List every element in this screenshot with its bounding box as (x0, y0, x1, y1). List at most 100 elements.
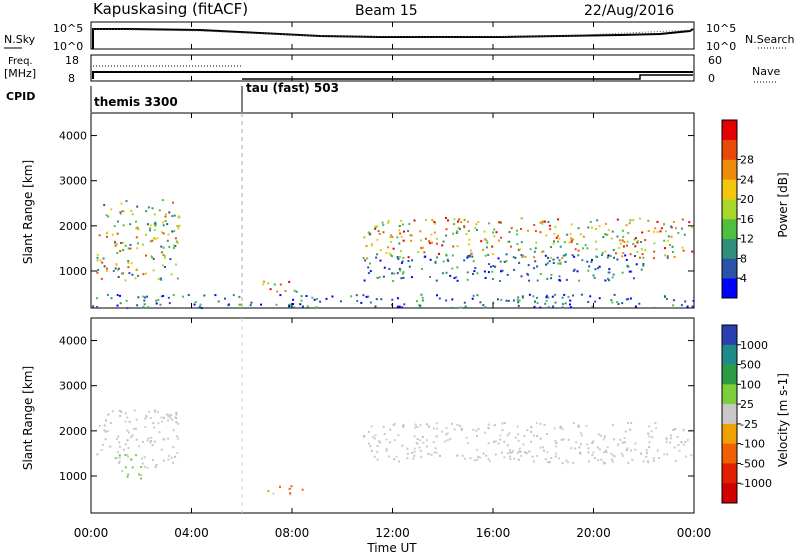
data-point (624, 430, 627, 433)
data-point (421, 296, 424, 299)
data-point (125, 200, 128, 203)
data-point (367, 272, 370, 275)
data-point (198, 305, 201, 308)
data-point (143, 303, 146, 306)
data-point (473, 459, 476, 462)
data-point (155, 299, 158, 302)
data-point (366, 257, 369, 260)
data-point (530, 440, 532, 443)
data-point (414, 423, 417, 426)
data-point (570, 447, 573, 450)
data-point (446, 439, 449, 442)
data-point (484, 238, 487, 241)
freq-left-tick-bottom: 8 (68, 72, 75, 85)
data-point (435, 279, 438, 282)
data-point (432, 441, 435, 444)
colorbar-segment (722, 423, 737, 444)
data-point (601, 251, 604, 254)
data-point (632, 219, 635, 222)
data-point (613, 256, 616, 259)
data-point (400, 261, 403, 264)
data-point (127, 247, 130, 250)
colorbar-segment (722, 278, 737, 299)
data-point (104, 430, 107, 433)
data-point (541, 250, 544, 253)
data-point (655, 427, 658, 430)
data-point (300, 295, 303, 298)
data-point (674, 428, 677, 430)
data-point (122, 224, 125, 227)
data-point (592, 440, 595, 443)
data-point (497, 239, 500, 242)
data-point (547, 306, 550, 309)
data-point (378, 440, 381, 443)
data-point (465, 233, 468, 235)
data-point (163, 256, 166, 259)
data-point (536, 296, 538, 299)
data-point (288, 305, 291, 308)
noise-sky-line (92, 28, 694, 49)
data-point (634, 305, 637, 308)
data-point (193, 303, 196, 306)
colorbar-segment (722, 159, 737, 180)
data-point (555, 236, 558, 239)
data-point (385, 438, 388, 441)
data-point (420, 456, 423, 458)
data-point (194, 301, 197, 303)
power-colorbar-label: Power [dB] (776, 172, 790, 237)
data-point (138, 445, 140, 448)
data-point (391, 298, 394, 301)
data-point (275, 303, 278, 306)
data-point (124, 279, 127, 282)
data-point (418, 446, 421, 449)
data-point (146, 295, 149, 298)
data-point (612, 454, 615, 457)
data-point (678, 449, 681, 452)
data-point (484, 431, 487, 434)
data-point (114, 267, 117, 270)
data-point (402, 256, 405, 259)
data-point (505, 299, 508, 302)
data-point (535, 241, 538, 244)
data-point (681, 227, 683, 230)
data-point (553, 240, 555, 243)
x-tick-label: 00:00 (74, 526, 109, 540)
data-point (518, 299, 521, 302)
data-point (463, 259, 466, 262)
data-point (600, 458, 603, 461)
data-point (612, 460, 615, 463)
data-point (126, 429, 129, 432)
data-point (151, 256, 154, 259)
data-point (568, 241, 571, 244)
data-point (398, 267, 401, 270)
noise-right-tick-top: 10^5 (706, 22, 736, 35)
data-point (154, 411, 157, 414)
data-point (691, 250, 694, 253)
data-point (572, 269, 575, 272)
data-point (606, 233, 609, 236)
data-point (565, 278, 568, 281)
data-point (666, 255, 669, 258)
data-point (153, 229, 156, 232)
data-point (570, 237, 573, 240)
data-point (663, 294, 666, 297)
data-point (411, 259, 414, 262)
data-point (592, 274, 595, 277)
data-point (510, 451, 513, 454)
data-point (572, 238, 574, 241)
data-point (608, 268, 611, 271)
data-point (398, 256, 401, 258)
data-point (666, 257, 669, 259)
data-point (475, 223, 478, 226)
data-point (463, 226, 466, 229)
data-point (491, 270, 494, 273)
data-point (129, 247, 132, 250)
data-point (581, 259, 584, 262)
data-point (130, 436, 133, 439)
data-point (482, 452, 485, 455)
data-point (554, 293, 557, 296)
data-point (115, 264, 118, 266)
data-point (619, 438, 622, 441)
data-point (407, 230, 410, 232)
data-point (539, 221, 542, 224)
